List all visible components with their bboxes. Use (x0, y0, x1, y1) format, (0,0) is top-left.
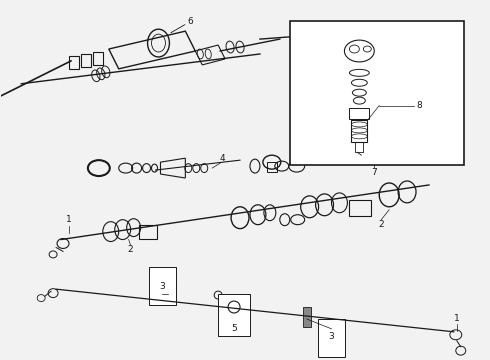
Text: 3: 3 (160, 282, 165, 291)
Bar (349, 200, 371, 216)
Text: 2: 2 (128, 245, 133, 254)
Bar (349, 108, 369, 120)
Bar (139, 225, 156, 239)
Text: 1: 1 (66, 215, 72, 224)
Bar (169, 282, 176, 302)
Text: 5: 5 (231, 324, 237, 333)
Bar (148, 267, 176, 305)
Text: 7: 7 (371, 167, 377, 176)
Text: 8: 8 (416, 101, 422, 110)
Bar (81, 54, 91, 67)
Bar (318, 319, 345, 357)
Text: 3: 3 (329, 332, 334, 341)
Bar (218, 294, 250, 336)
Bar (290, 21, 464, 165)
Bar (69, 56, 79, 69)
Text: 6: 6 (188, 17, 193, 26)
Bar (351, 121, 368, 142)
Bar (267, 162, 277, 172)
Text: 4: 4 (220, 154, 225, 163)
Bar (93, 52, 103, 65)
Text: 1: 1 (454, 314, 460, 323)
Bar (303, 307, 311, 327)
Text: 2: 2 (378, 220, 384, 229)
